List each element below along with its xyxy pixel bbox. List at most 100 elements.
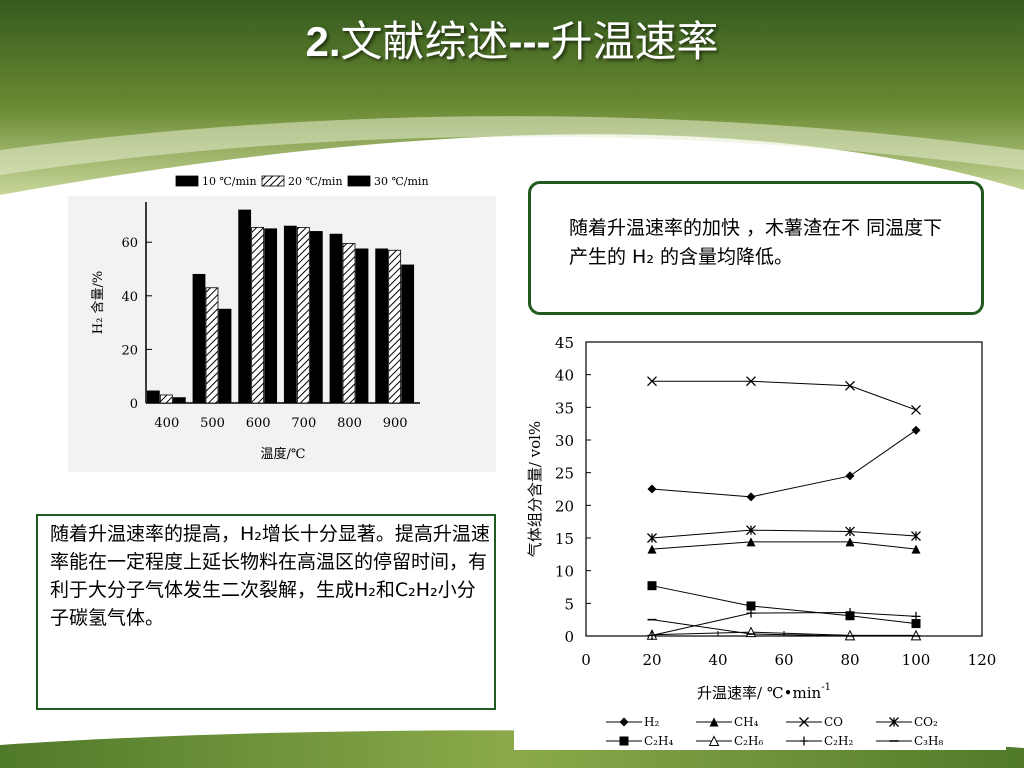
bar-ytick-label: 20 [121,343,138,358]
line-series [647,618,921,637]
line-series [647,581,921,629]
line-series [647,425,921,502]
line-ytick-label: 0 [564,628,574,646]
line-xtick-label: 80 [840,651,859,669]
note-bottom: 随着升温速率的提高，H₂增长十分显著。提高升温速率能在一定程度上延长物料在高温区… [36,514,496,710]
bar-legend-swatch [175,175,199,187]
data-point [845,537,855,547]
bar-ytick-label: 60 [121,236,138,251]
bar-legend-swatch [347,175,371,187]
legend-marker [708,735,720,746]
series-line [651,619,916,637]
bar-x-axis-label: 温度/℃ [261,446,306,462]
bar-y-axis-label: H₂ 含量/% [90,271,106,334]
bar [329,233,343,404]
line-xtick-label: 100 [902,651,931,669]
data-point [845,471,855,481]
legend-marker [799,717,809,727]
line-ytick-label: 15 [555,530,574,548]
bar [192,273,206,404]
bar-chart: 10 ℃/min 20 ℃/min 30 ℃/min 0 20 40 60 400 500 60… [90,175,429,462]
data-point [845,607,855,617]
bar-xtick-label: 500 [200,416,225,431]
bar-legend: 10 ℃/min 20 ℃/min 30 ℃/min [175,175,429,188]
data-point [746,525,756,536]
legend-marker [799,736,809,746]
bar-chart-panel [68,196,496,472]
line-chart: 0 5 10 15 20 25 30 35 40 45 0 20 40 60 80 100 120 升温速率/ ℃… [526,334,996,748]
bar-xtick-label: 400 [154,416,179,431]
line-ytick-label: 5 [564,595,574,613]
line-ytick-label: 10 [555,563,574,581]
data-point [911,531,921,541]
data-point [845,380,855,391]
data-point [647,581,657,591]
line-ytick-label: 20 [555,497,574,515]
line-series [647,376,921,415]
line-plot-frame [585,341,983,637]
series-line [651,529,917,539]
slide-title: 2.文献综述---升温速率 [0,8,1024,69]
legend-label: C₃H₈ [914,734,943,748]
bar [283,225,297,404]
legend-label: CO [824,715,843,729]
bar [218,308,232,404]
bar [238,209,252,404]
bar [309,231,323,404]
legend-marker [619,717,629,727]
line-y-axis-label: 气体组分含量/ vol% [526,421,544,557]
series-line [651,429,917,498]
line-ytick-label: 45 [555,334,574,352]
bar-xtick-label: 700 [291,416,316,431]
bar-xtick-label: 800 [337,416,362,431]
bar-legend-label: 10 ℃/min [202,175,257,188]
bar [159,394,173,404]
data-point [746,601,756,611]
title-tail: 升温速率 [550,17,719,66]
bar [375,248,389,404]
bar-legend-swatch [261,175,285,187]
bar [296,227,310,404]
bar [401,264,415,404]
data-point [911,611,921,621]
line-series [647,525,921,543]
series-line [651,541,917,550]
line-series [647,537,921,554]
bar-ytick-label: 0 [130,397,138,412]
data-point [911,425,921,435]
data-point [647,630,657,640]
series-line [651,585,917,625]
line-chart-panel [514,330,1006,750]
line-x-axis-label: 升温速率/ ℃•min-1 [697,682,831,702]
legend-label: H₂ [644,715,659,729]
line-series [647,607,921,640]
bar [172,397,186,404]
line-xtick-label: 20 [642,651,661,669]
line-legend: H₂ CH₄ CO CO₂ C₂H₄ C₂H₆ C₂H₂ C₃H₈ [606,715,943,748]
data-point [647,376,657,387]
line-x-axis-label-sup: -1 [821,682,831,693]
legend-label: C₂H₄ [644,734,673,748]
line-xtick-label: 0 [581,651,591,669]
line-ytick-label: 25 [555,465,574,483]
bar [146,390,160,404]
bar [342,243,356,404]
line-xtick-label: 40 [708,651,727,669]
bar [355,248,369,404]
bar [388,249,402,404]
data-point [746,608,756,618]
series-line [652,380,917,411]
line-xtick-label: 120 [968,651,997,669]
note-top: 随着升温速率的加快 ，木薯渣在不 同温度下产生的 H₂ 的含量均降低。 [528,181,984,315]
legend-label: C₂H₂ [824,734,853,748]
legend-label: CH₄ [734,715,759,729]
line-ytick-label: 35 [555,399,574,417]
data-point [911,404,921,415]
series-line [651,611,917,636]
title-dash: --- [508,18,551,65]
bar-legend-label: 30 ℃/min [374,175,429,188]
series-line [651,631,916,636]
legend-marker [889,717,899,727]
line-plot-area: 0 5 10 15 20 25 30 35 40 45 0 20 40 60 80 100 120 升温速率/ ℃… [526,334,996,702]
bar [264,228,278,404]
